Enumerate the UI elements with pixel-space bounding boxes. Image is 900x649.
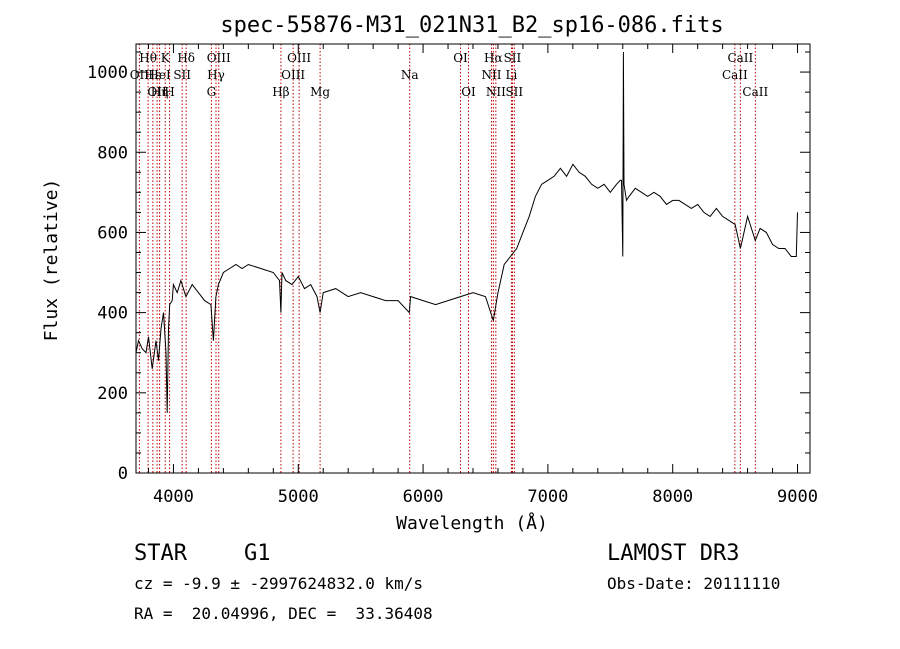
line-label-1: OII [130,68,150,82]
line-label-16: Mg [310,85,330,99]
line-label-22: NII [481,68,501,82]
line-label-12: H [164,85,174,99]
line-label-18: OI [453,51,468,65]
chart-title: spec-55876-M31_021N31_B2_sp16-086.fits [220,13,723,38]
object-class: STAR [134,541,187,566]
spectrum-line [135,51,798,413]
line-label-17: Na [401,68,419,82]
coordinates-readout: RA = 20.04996, DEC = 33.36408 [134,604,433,623]
x-axis-label: Wavelength (Å) [396,512,548,534]
line-label-5: Hδ [177,51,195,65]
x-tick-label-2: 6000 [403,487,444,507]
line-label-4: HeI [148,68,171,82]
line-label-3: K [161,51,171,65]
observation-date: Obs-Date: 20111110 [607,574,781,593]
y-tick-label-4: 800 [97,143,128,163]
x-axis-ticks: 4000 5000 6000 7000 8000 9000 [147,44,818,507]
line-label-26: CaII [727,51,753,65]
x-tick-label-1: 5000 [278,487,319,507]
emission-line-markers [138,44,756,473]
y-tick-label-1: 200 [97,384,128,404]
x-tick-label-0: 4000 [153,487,194,507]
y-tick-label-3: 600 [97,223,128,243]
object-subclass: G1 [244,541,271,566]
line-label-11: Hη [151,85,169,99]
x-tick-label-4: 8000 [652,487,693,507]
y-tick-label-5: 1000 [87,63,128,83]
line-label-7: OIII [207,51,231,65]
line-label-21: SII [504,51,522,65]
line-label-24: NII [486,85,506,99]
line-label-0: Hθ [139,51,157,65]
x-tick-label-5: 9000 [777,487,818,507]
spectrum-chart: spec-55876-M31_021N31_B2_sp16-086.fits H… [41,13,818,534]
line-label-20: Hα [484,51,503,65]
line-label-27: CaII [722,68,748,82]
redshift-readout: cz = -9.9 ± -2997624832.0 km/s [134,574,423,593]
line-label-25: SII [505,85,523,99]
x-tick-label-3: 7000 [527,487,568,507]
y-axis-label: Flux (relative) [41,179,62,342]
y-axis-ticks: 0 200 400 600 800 1000 [87,51,810,484]
y-tick-label-2: 400 [97,304,128,324]
y-tick-label-0: 0 [118,464,128,484]
line-label-13: OIII [287,51,311,65]
plot-frame [135,43,811,474]
line-label-14: OIII [281,68,305,82]
line-label-10: OII [147,85,167,99]
survey-name: LAMOST DR3 [607,541,740,566]
line-label-6: SII [173,68,191,82]
line-label-23: Li [506,68,518,82]
line-label-9: G [207,85,217,99]
line-label-8: Hγ [207,68,225,82]
line-label-28: CaII [742,85,768,99]
line-label-19: OI [461,85,476,99]
line-label-15: Hβ [272,85,289,99]
line-label-2: Hε [145,68,162,82]
